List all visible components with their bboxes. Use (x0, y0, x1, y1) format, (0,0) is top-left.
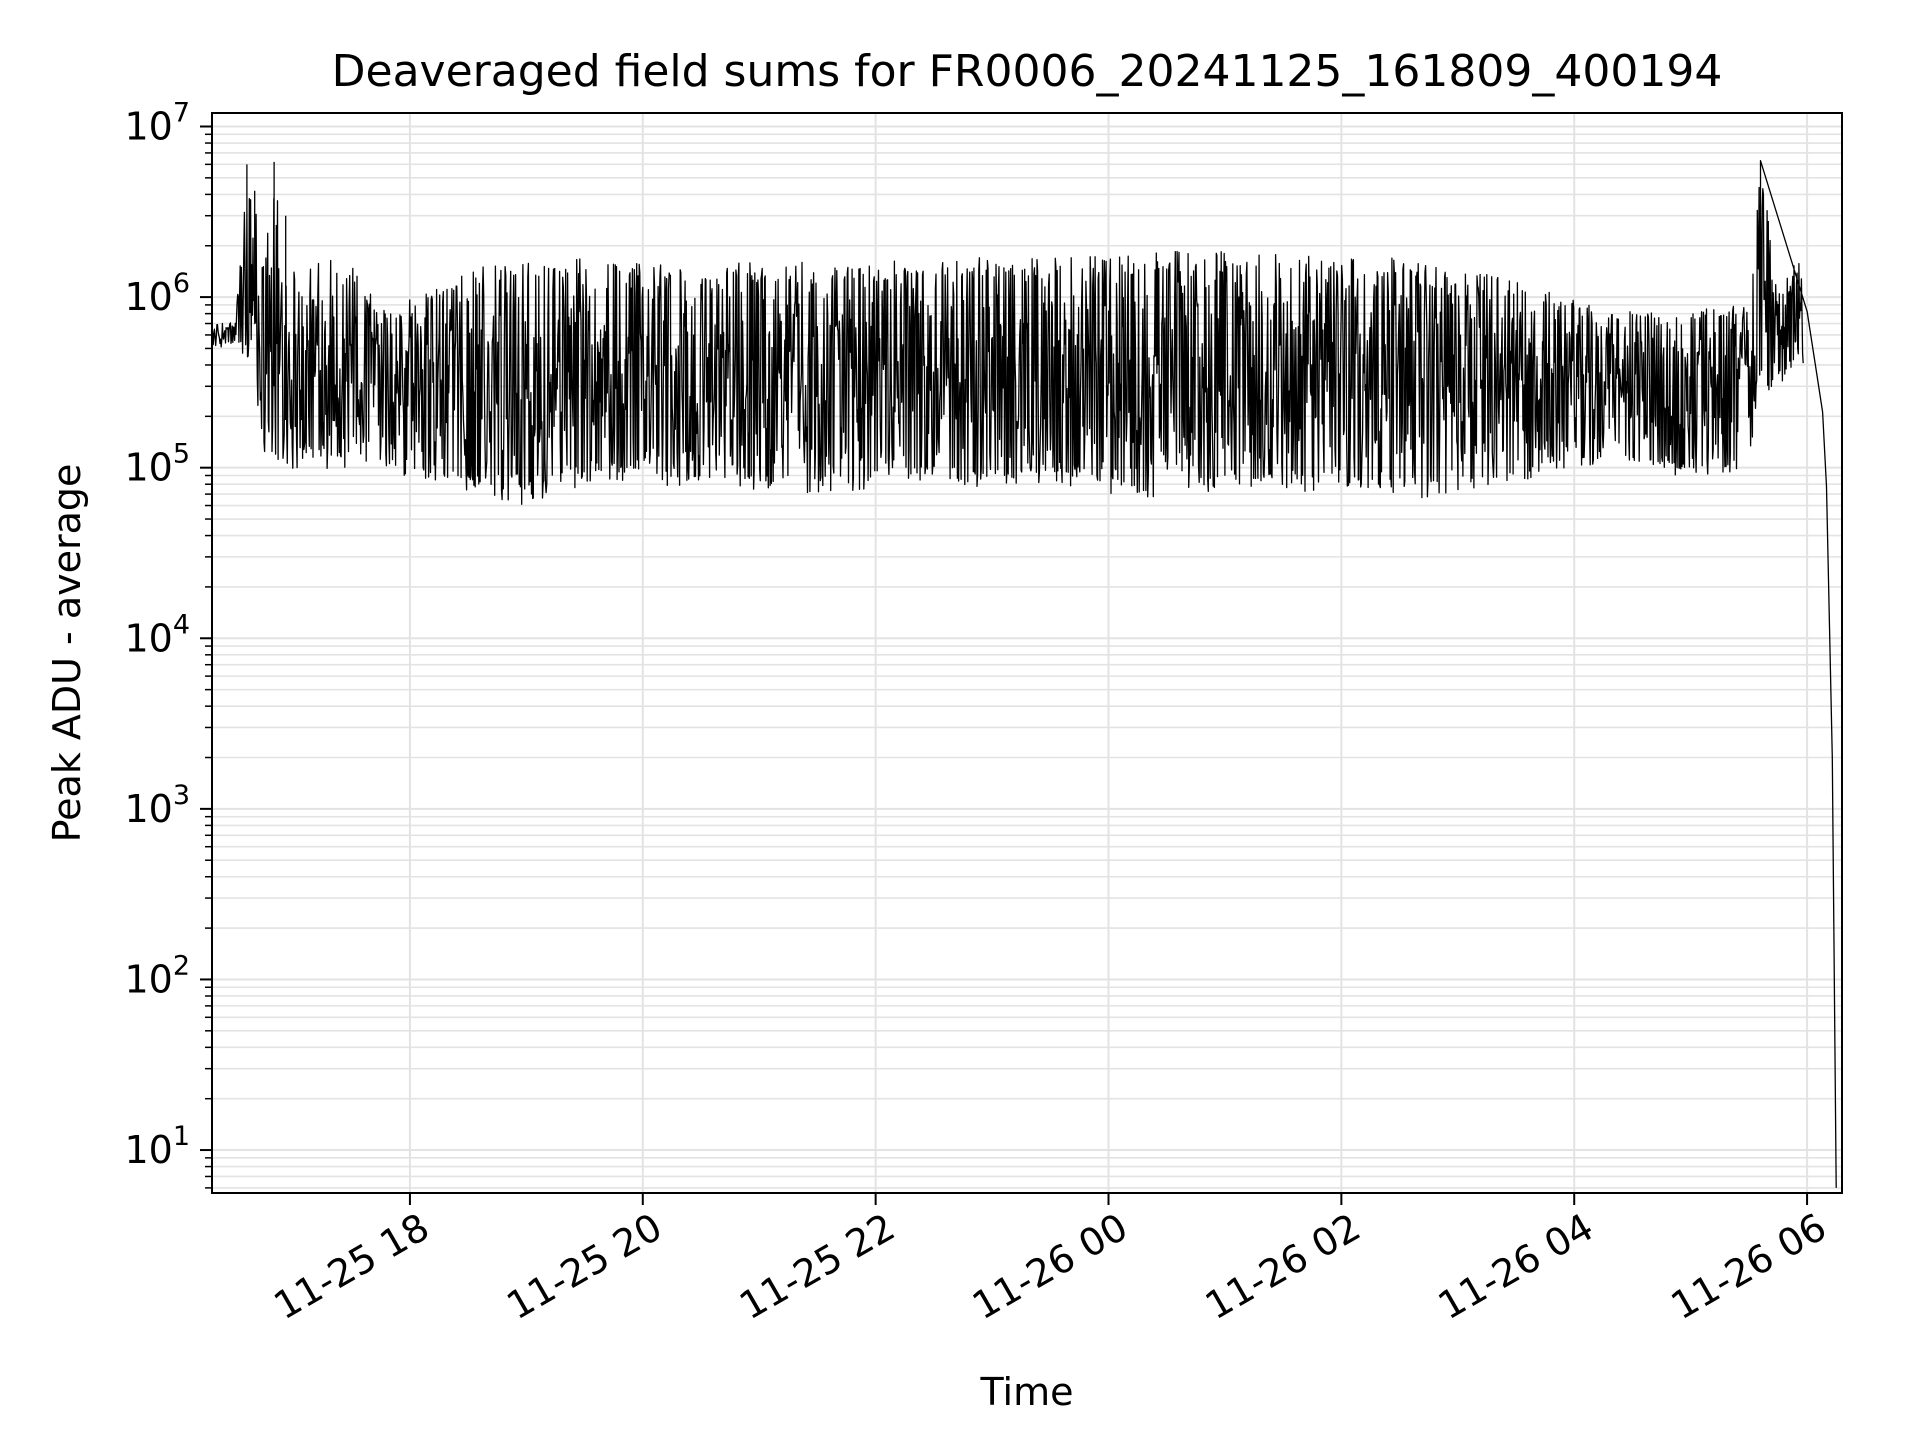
y-tick-label: 104 (124, 609, 190, 660)
y-tick-label: 103 (124, 780, 190, 831)
series-line (211, 160, 1837, 1188)
chart-title: Deaveraged field sums for FR0006_2024112… (332, 46, 1723, 97)
y-tick-label: 102 (124, 950, 190, 1001)
y-tick-label: 106 (124, 268, 190, 319)
y-tick-label: 107 (124, 98, 190, 149)
plot-frame (211, 112, 1843, 1194)
y-tick-label: 101 (124, 1121, 190, 1172)
series-layer (211, 160, 1837, 1188)
y-axis-label: Peak ADU - average (45, 464, 89, 843)
x-axis-label: Time (980, 1370, 1074, 1414)
y-tick-label: 105 (124, 439, 190, 490)
